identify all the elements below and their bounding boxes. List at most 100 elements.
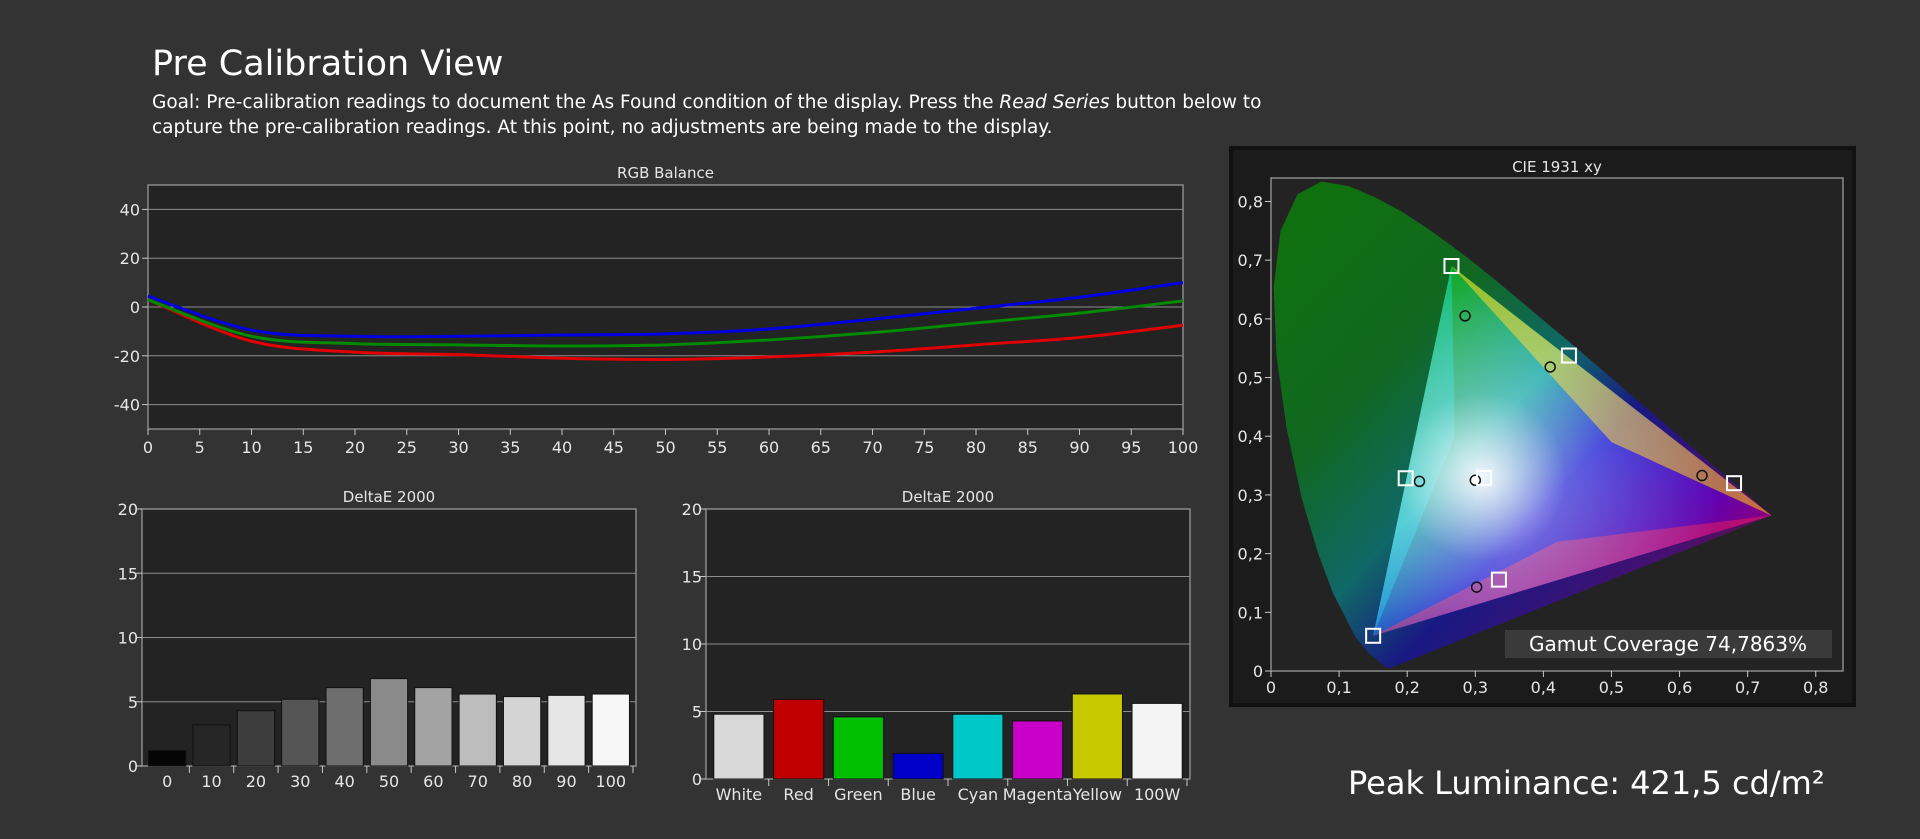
deltae-grayscale-ytick-label: 15	[118, 564, 138, 583]
deltae-grayscale-bar	[591, 693, 630, 767]
goal-prefix: Goal: Pre-calibration readings to docume…	[152, 92, 1000, 113]
cie-ytick-label: 0,5	[1238, 369, 1263, 388]
deltae-colors-bar	[1131, 702, 1183, 780]
target-square	[1365, 627, 1382, 644]
deltae-grayscale-xtick-label: 30	[290, 772, 310, 791]
cie-ytick-label: 0,6	[1238, 310, 1263, 329]
rgb-balance-xtick-label: 100	[1168, 438, 1199, 457]
goal-suffix: button below to capture the pre-calibrat…	[152, 92, 1262, 138]
gamut-white-point-glow	[1373, 266, 1772, 636]
rgb-balance-xtick-label: 5	[195, 438, 205, 457]
rgb-balance-xtick-label: 45	[604, 438, 624, 457]
rgb-balance-xtick-label: 60	[759, 438, 779, 457]
deltae-grayscale-bar	[547, 694, 586, 767]
deltae-grayscale-ytick-label: 20	[118, 500, 138, 519]
cie-xtick-label: 0,8	[1803, 678, 1828, 697]
deltae-grayscale-xtick-label: 70	[468, 772, 488, 791]
rgb-balance-xtick-label: 90	[1069, 438, 1089, 457]
rgb-balance-xtick-label: 55	[707, 438, 727, 457]
rgb-balance-ytick-label: -40	[114, 396, 140, 415]
deltae-colors-ytick-label: 15	[682, 568, 702, 587]
deltae-grayscale-xtick-label: 10	[201, 772, 221, 791]
cie-plot-area	[1270, 177, 1844, 672]
cie-xtick-label: 0,3	[1463, 678, 1488, 697]
measured-point	[1544, 361, 1556, 373]
rgb-balance-ytick-label: 0	[130, 298, 140, 317]
deltae-grayscale-ytick-label: 5	[128, 693, 138, 712]
deltae-grayscale-xtick-label: 90	[556, 772, 576, 791]
deltae-grayscale-bar	[281, 698, 320, 767]
gamut-triangle-fill	[1373, 266, 1772, 636]
deltae-grayscale-xtick-label: 50	[379, 772, 399, 791]
deltae-colors-ytick-label: 0	[692, 770, 702, 789]
deltae-colors-xtick-label: Yellow	[1072, 785, 1122, 804]
deltae-grayscale-ytick-label: 10	[118, 629, 138, 648]
read-series-emphasis: Read Series	[999, 92, 1110, 113]
cie-ytick-label: 0,4	[1238, 427, 1263, 446]
deltae-colors-bar	[1071, 693, 1123, 780]
deltae-colors-xtick-label: Magenta	[1003, 785, 1073, 804]
rgb-balance-xtick-label: 30	[448, 438, 468, 457]
rgb-balance-xtick-label: 50	[655, 438, 675, 457]
cie-frame	[1229, 146, 1856, 707]
measured-point	[1469, 474, 1482, 487]
deltae-colors-xtick-label: Cyan	[958, 785, 999, 804]
deltae-colors-xtick-label: Green	[834, 785, 882, 804]
spectral-locus	[1273, 181, 1772, 669]
rgb-balance-title: RGB Balance	[617, 164, 714, 182]
rgb-balance-ytick-label: 20	[120, 249, 140, 268]
gamut-cyan-region	[1373, 266, 1455, 636]
cie-xtick-label: 0,6	[1667, 678, 1692, 697]
measured-point	[1413, 475, 1426, 488]
deltae-colors-bar	[773, 698, 825, 780]
deltae-grayscale-bar	[148, 750, 187, 767]
rgb-balance-xtick-label: 70	[862, 438, 882, 457]
deltae-grayscale-bar	[325, 687, 364, 767]
deltae-grayscale-xtick-label: 80	[512, 772, 532, 791]
gamut-magenta-region	[1373, 515, 1772, 636]
rgb-balance-xtick-label: 15	[293, 438, 313, 457]
gamut-coverage-label: Gamut Coverage 74,7863%	[1529, 632, 1807, 656]
page-title: Pre Calibration View	[152, 44, 504, 84]
target-square	[1560, 347, 1577, 364]
deltae-colors-chart: DeltaE 2000 0 5 10 15 20 White Red Green Blue Cyan…	[682, 488, 1191, 804]
deltae-grayscale-bar	[458, 693, 497, 767]
target-square	[1490, 571, 1507, 588]
red-balance-line	[147, 298, 1184, 361]
peak-luminance: Peak Luminance: 421,5 cd/m²	[1348, 764, 1825, 802]
deltae-colors-xtick-label: 100W	[1134, 785, 1181, 804]
deltae-colors-ytick-label: 5	[692, 703, 702, 722]
rgb-balance-xtick-label: 40	[552, 438, 572, 457]
cie-xtick-label: 0,4	[1531, 678, 1556, 697]
rgb-balance-ytick-label: -20	[114, 347, 140, 366]
rgb-balance-xtick-label: 65	[811, 438, 831, 457]
cie-xtick-label: 0,5	[1599, 678, 1624, 697]
rgb-balance-xtick-label: 35	[500, 438, 520, 457]
deltae-colors-xtick-label: Red	[783, 785, 813, 804]
deltae-grayscale-bar	[414, 687, 453, 767]
deltae-grayscale-bar	[236, 710, 276, 767]
measured-point	[1470, 581, 1483, 593]
deltae-colors-bar	[713, 713, 765, 780]
deltae-grayscale-xtick-label: 60	[423, 772, 443, 791]
rgb-balance-xtick-label: 10	[241, 438, 261, 457]
gamut-coverage-box	[1505, 630, 1832, 658]
target-square	[1443, 258, 1460, 275]
rgb-balance-ytick-label: 40	[120, 200, 140, 219]
deltae-grayscale-plot-area	[141, 508, 637, 767]
rgb-balance-xtick-label: 80	[966, 438, 986, 457]
rgb-balance-xtick-label: 75	[914, 438, 934, 457]
deltae-grayscale-xtick-label: 0	[162, 772, 172, 791]
rgb-balance-xtick-label: 25	[397, 438, 417, 457]
deltae-grayscale-xtick-label: 20	[246, 772, 266, 791]
rgb-balance-xtick-label: 85	[1018, 438, 1038, 457]
measured-point	[1459, 310, 1471, 322]
rgb-balance-xtick-label: 95	[1121, 438, 1141, 457]
measured-point	[1696, 469, 1708, 482]
deltae-colors-ytick-label: 10	[682, 635, 702, 654]
cie-ytick-label: 0,2	[1238, 545, 1263, 564]
deltae-grayscale-chart: DeltaE 2000 0 5 10 15 20 0 10 20 30 40 50 60 70 80 90 10…	[118, 488, 637, 791]
cie-ytick-label: 0,3	[1238, 486, 1263, 505]
deltae-colors-plot-area	[705, 508, 1191, 780]
cie-plot: CIE 1931 xy 0 0,1 0,2 0,3 0,4 0,5 0,6 0,7 0,8 0 0,1…	[1229, 146, 1856, 707]
